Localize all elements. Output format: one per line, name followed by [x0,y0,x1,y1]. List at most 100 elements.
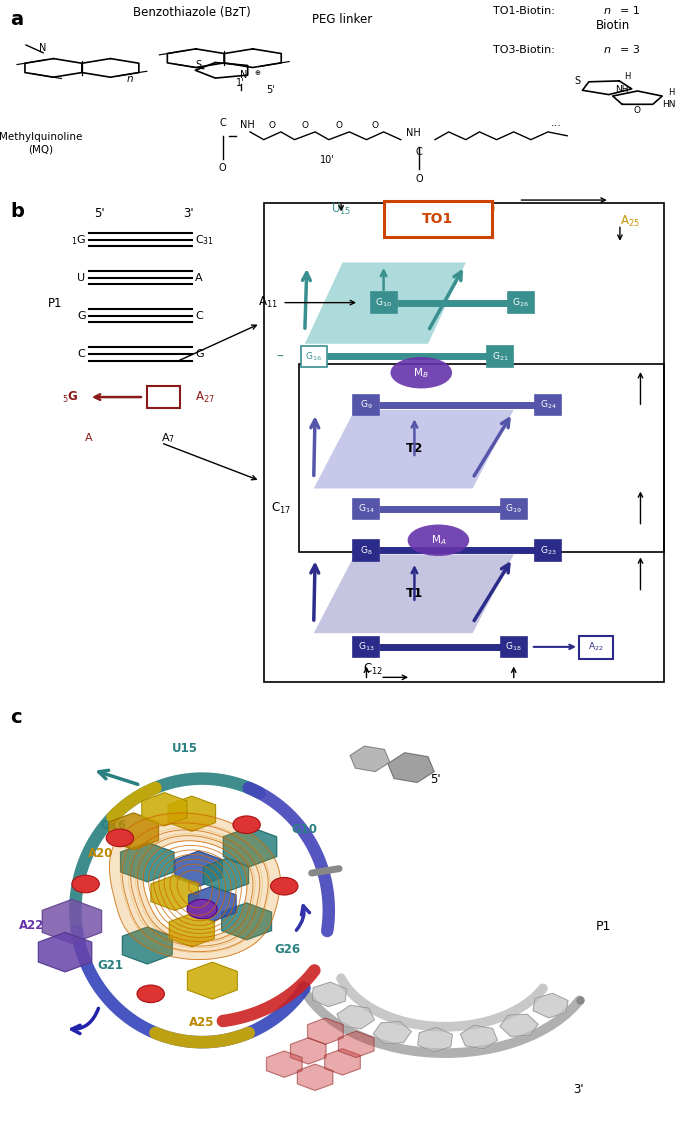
Polygon shape [337,1005,374,1029]
Text: TO1: TO1 [422,212,453,226]
FancyBboxPatch shape [501,637,527,657]
Text: T2: T2 [406,443,423,455]
Text: T1: T1 [406,588,423,600]
Text: G16: G16 [101,819,127,832]
Polygon shape [168,796,216,832]
Text: M$_A$: M$_A$ [431,533,446,548]
Text: C: C [219,118,226,128]
Polygon shape [188,962,237,1000]
Polygon shape [223,827,277,866]
Text: HN: HN [662,100,675,110]
Polygon shape [373,1021,412,1044]
Text: A$_{22}$: A$_{22}$ [588,640,603,653]
Text: N: N [240,70,248,80]
Text: C: C [416,147,423,157]
Text: U15: U15 [172,743,198,755]
Polygon shape [460,1026,497,1049]
Text: H: H [668,88,675,97]
Text: G26: G26 [274,944,300,956]
Text: 3': 3' [573,1083,584,1095]
Text: O: O [415,175,423,185]
Text: U$_{15}$: U$_{15}$ [331,202,351,217]
Text: O: O [372,121,379,130]
Text: 1': 1' [236,78,245,88]
Polygon shape [151,875,199,911]
Polygon shape [297,1065,333,1091]
FancyBboxPatch shape [353,637,379,657]
Text: G$_{24}$: G$_{24}$ [540,398,556,411]
Polygon shape [38,932,92,972]
Text: M$_B$: M$_B$ [414,366,429,380]
Ellipse shape [390,357,452,388]
FancyBboxPatch shape [353,395,379,415]
Text: G$_{26}$: G$_{26}$ [512,297,529,309]
Text: G: G [195,349,204,359]
Polygon shape [123,928,172,964]
Text: C: C [78,349,86,359]
Text: A$_{27}$: A$_{27}$ [195,389,215,405]
Ellipse shape [408,525,469,556]
Text: = 1: = 1 [620,6,640,16]
Text: 5': 5' [429,772,440,786]
Polygon shape [203,858,249,892]
Polygon shape [314,410,514,488]
Text: A$_{20}$: A$_{20}$ [476,200,497,216]
Polygon shape [500,1014,538,1036]
FancyBboxPatch shape [353,499,379,519]
Text: = 3: = 3 [620,44,640,55]
Text: A22: A22 [19,920,45,932]
Text: NH: NH [615,86,629,95]
Polygon shape [222,903,271,940]
Text: P1: P1 [596,920,611,933]
Text: $_5$G: $_5$G [62,389,79,405]
FancyBboxPatch shape [535,540,561,560]
Text: n: n [127,74,134,84]
Polygon shape [142,793,187,826]
Text: O: O [336,121,342,130]
Text: O: O [301,121,308,130]
Polygon shape [305,262,466,343]
Text: U: U [77,273,86,283]
Text: Methylquinoline
(MQ): Methylquinoline (MQ) [0,132,83,154]
Circle shape [137,985,164,1003]
Text: G$_{21}$: G$_{21}$ [492,350,508,363]
Text: $_1$G: $_1$G [71,233,86,246]
Text: PEG linker: PEG linker [312,14,373,26]
Polygon shape [169,914,214,947]
Polygon shape [533,994,568,1018]
FancyBboxPatch shape [579,636,613,659]
FancyBboxPatch shape [501,499,527,519]
Text: G$_{16}$: G$_{16}$ [306,350,322,363]
Polygon shape [325,1049,360,1075]
FancyBboxPatch shape [371,292,397,313]
Text: G$_{13}$: G$_{13}$ [358,640,375,653]
Text: $n$: $n$ [603,44,611,55]
Text: a: a [10,9,23,29]
Text: O: O [634,106,641,115]
Text: A: A [85,432,93,443]
Polygon shape [308,1018,343,1044]
Text: T3: T3 [375,297,393,309]
Text: G$_8$: G$_8$ [360,544,373,557]
Text: O: O [219,163,227,172]
Text: G$_{18}$: G$_{18}$ [506,640,522,653]
Text: P1: P1 [47,297,62,309]
Text: G$_{14}$: G$_{14}$ [358,502,375,515]
Text: A$_{25}$: A$_{25}$ [620,215,640,229]
Text: S: S [575,75,581,86]
Text: NH: NH [240,120,255,130]
Text: C$_{12}$: C$_{12}$ [363,662,384,678]
Text: A20: A20 [88,847,113,860]
FancyBboxPatch shape [384,201,492,237]
Text: G21: G21 [97,958,123,972]
FancyBboxPatch shape [147,386,180,408]
Text: Biotin: Biotin [596,19,630,32]
FancyBboxPatch shape [353,540,379,560]
Text: G$_9$: G$_9$ [360,398,373,411]
Text: G$_{10}$: G$_{10}$ [375,297,392,309]
Text: 5': 5' [266,86,275,95]
Polygon shape [109,812,158,850]
Polygon shape [266,1051,302,1077]
Text: c: c [10,709,22,727]
Polygon shape [314,555,514,633]
